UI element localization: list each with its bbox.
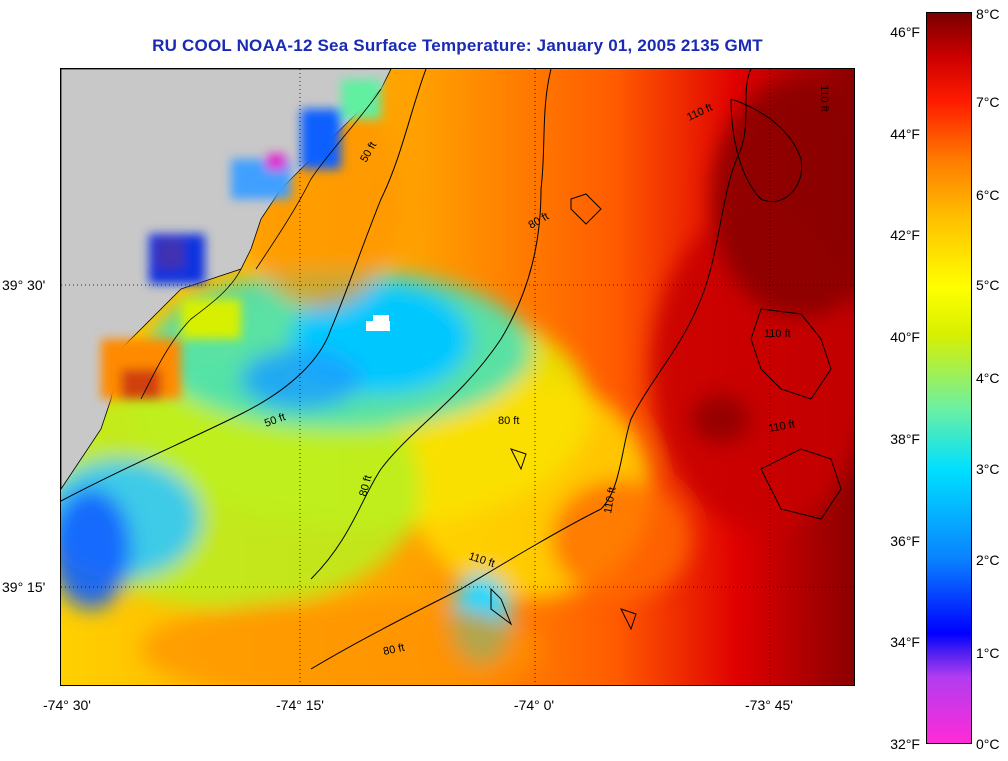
temperature-field xyxy=(61,79,854,685)
colorbar-f-label: 36°F xyxy=(890,533,920,549)
x-tick-label: -73° 45' xyxy=(745,697,793,713)
colorbar-c-label: 1°C xyxy=(976,645,1000,661)
contour-label: 80 ft xyxy=(357,474,374,498)
colorbar-f-label: 34°F xyxy=(890,634,920,650)
colorbar-c-label: 3°C xyxy=(976,461,1000,477)
colorbar-c-label: 8°C xyxy=(976,6,1000,22)
colorbar-c-label: 0°C xyxy=(976,736,1000,752)
colorbar-c-label: 6°C xyxy=(976,187,1000,203)
no-data-patch xyxy=(366,321,390,331)
colorbar-c-label: 5°C xyxy=(976,277,1000,293)
temperature-colorbar xyxy=(926,12,972,744)
chart-title: RU COOL NOAA-12 Sea Surface Temperature:… xyxy=(152,36,763,55)
contour-label: 80 ft xyxy=(498,415,519,427)
contour-label: 110 ft xyxy=(818,85,830,112)
colorbar-f-label: 38°F xyxy=(890,431,920,447)
contour-label: 110 ft xyxy=(602,486,618,514)
sst-map-svg: 50 ft 50 ft 80 ft 80 ft 80 ft 80 ft 110 … xyxy=(61,69,854,685)
colorbar-c-label: 7°C xyxy=(976,94,1000,110)
sst-map[interactable]: 50 ft 50 ft 80 ft 80 ft 80 ft 80 ft 110 … xyxy=(60,68,855,686)
y-tick-label: 39° 15' xyxy=(2,579,46,595)
colorbar-f-label: 40°F xyxy=(890,329,920,345)
depth-contours xyxy=(61,69,842,670)
colorbar-f-label: 44°F xyxy=(890,126,920,142)
contour-label: 80 ft xyxy=(382,642,405,658)
x-tick-label: -74° 0' xyxy=(513,697,555,713)
colorbar-f-label: 32°F xyxy=(890,736,920,752)
y-tick-label: 39° 30' xyxy=(2,277,46,293)
x-tick-label: -74° 30' xyxy=(43,697,91,713)
bay-temperatures xyxy=(101,79,381,399)
colorbar-c-label: 2°C xyxy=(976,552,1000,568)
colorbar-c-label: 4°C xyxy=(976,370,1000,386)
colorbar-f-label: 46°F xyxy=(890,24,920,40)
contour-label: 110 ft xyxy=(767,418,795,434)
contour-label: 110 ft xyxy=(764,328,791,340)
x-tick-label: -74° 15' xyxy=(276,697,324,713)
colorbar-f-label: 42°F xyxy=(890,227,920,243)
